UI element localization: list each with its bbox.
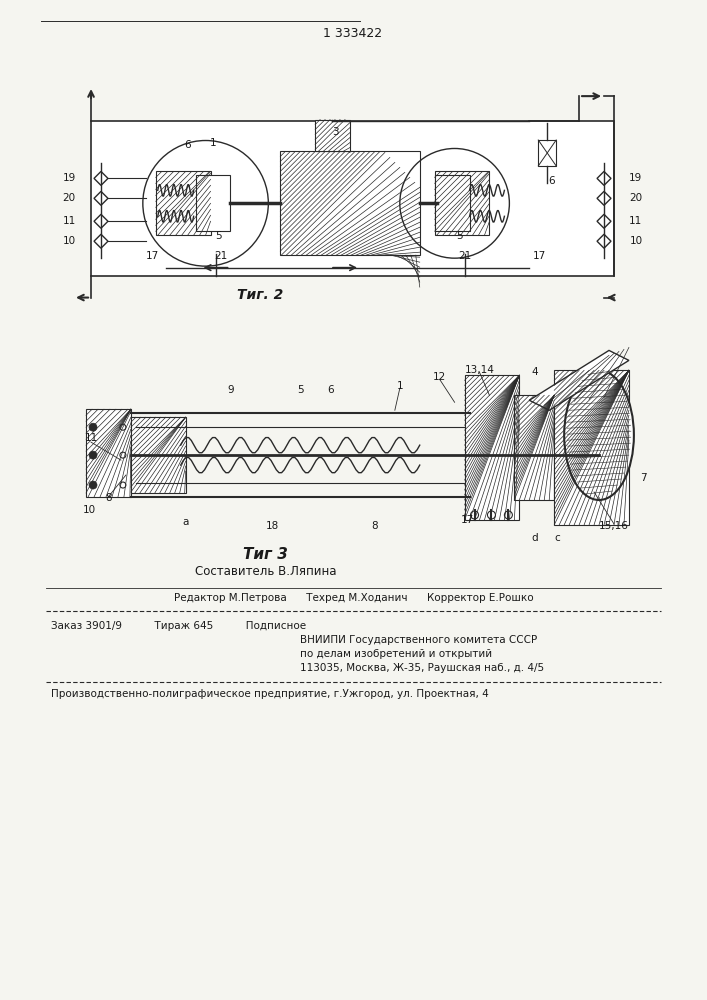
Bar bbox=[196, 175, 230, 231]
Bar bbox=[538, 140, 556, 166]
Bar bbox=[464, 375, 520, 520]
Polygon shape bbox=[94, 191, 108, 205]
Bar bbox=[435, 171, 489, 235]
Text: Τиг. 2: Τиг. 2 bbox=[238, 288, 284, 302]
Text: 13,14: 13,14 bbox=[464, 365, 494, 375]
Text: Τиг 3: Τиг 3 bbox=[243, 547, 288, 562]
Circle shape bbox=[89, 451, 97, 459]
Text: 10: 10 bbox=[62, 236, 76, 246]
Text: 19: 19 bbox=[62, 173, 76, 183]
Text: a: a bbox=[182, 517, 189, 527]
Polygon shape bbox=[597, 191, 611, 205]
Text: c: c bbox=[554, 533, 560, 543]
Bar bbox=[515, 395, 554, 500]
Text: 10: 10 bbox=[83, 505, 95, 515]
Text: по делам изобретений и открытий: по делам изобретений и открытий bbox=[300, 649, 492, 659]
Text: 5: 5 bbox=[215, 231, 222, 241]
Text: d: d bbox=[531, 533, 537, 543]
Text: 4: 4 bbox=[531, 367, 537, 377]
Text: 113035, Москва, Ж-35, Раушская наб., д. 4/5: 113035, Москва, Ж-35, Раушская наб., д. … bbox=[300, 663, 544, 673]
Polygon shape bbox=[597, 214, 611, 228]
Text: 6: 6 bbox=[185, 140, 191, 150]
Circle shape bbox=[89, 481, 97, 489]
Circle shape bbox=[89, 423, 97, 431]
Text: 18: 18 bbox=[266, 521, 279, 531]
Text: 12: 12 bbox=[433, 372, 446, 382]
Text: 6: 6 bbox=[548, 176, 554, 186]
Text: 21: 21 bbox=[214, 251, 227, 261]
Text: 10: 10 bbox=[629, 236, 643, 246]
Text: 5: 5 bbox=[456, 231, 463, 241]
Text: 17: 17 bbox=[461, 515, 474, 525]
Text: 8: 8 bbox=[105, 493, 112, 503]
Text: 17: 17 bbox=[532, 251, 546, 261]
Text: Редактор М.Петрова      Техред М.Ходанич      Корректор Е.Рошко: Редактор М.Петрова Техред М.Ходанич Корр… bbox=[174, 593, 534, 603]
Text: 20: 20 bbox=[629, 193, 643, 203]
Bar bbox=[315, 120, 350, 151]
Text: 7: 7 bbox=[641, 473, 647, 483]
Polygon shape bbox=[94, 214, 108, 228]
Ellipse shape bbox=[564, 370, 634, 500]
Text: Составитель В.Ляпина: Составитель В.Ляпина bbox=[194, 565, 336, 578]
Polygon shape bbox=[597, 171, 611, 185]
Text: 21: 21 bbox=[458, 251, 471, 261]
Text: 3: 3 bbox=[332, 127, 339, 137]
Text: 19: 19 bbox=[629, 173, 643, 183]
Text: 11: 11 bbox=[62, 216, 76, 226]
Text: Производственно-полиграфическое предприятие, г.Ужгород, ул. Проектная, 4: Производственно-полиграфическое предприя… bbox=[51, 689, 489, 699]
Text: 5: 5 bbox=[297, 385, 303, 395]
Text: 20: 20 bbox=[62, 193, 76, 203]
Bar bbox=[86, 409, 131, 497]
Text: ВНИИПИ Государственного комитета СССР: ВНИИПИ Государственного комитета СССР bbox=[300, 635, 537, 645]
Polygon shape bbox=[530, 350, 629, 410]
Bar bbox=[280, 151, 420, 255]
Bar bbox=[131, 417, 186, 493]
Bar bbox=[156, 171, 211, 235]
Text: 6: 6 bbox=[327, 385, 334, 395]
Text: 11: 11 bbox=[629, 216, 643, 226]
Text: 8: 8 bbox=[372, 521, 378, 531]
Text: 11: 11 bbox=[84, 433, 98, 443]
Bar bbox=[91, 121, 614, 276]
Text: 9: 9 bbox=[227, 385, 234, 395]
Polygon shape bbox=[597, 234, 611, 248]
Text: 1 333422: 1 333422 bbox=[323, 27, 382, 40]
Polygon shape bbox=[94, 171, 108, 185]
Bar bbox=[435, 175, 469, 231]
Text: 15,16: 15,16 bbox=[599, 521, 629, 531]
Text: 1: 1 bbox=[210, 138, 217, 148]
Text: 1: 1 bbox=[397, 381, 403, 391]
Text: 17: 17 bbox=[146, 251, 159, 261]
Bar bbox=[554, 370, 629, 525]
Text: Заказ 3901/9          Тираж 645          Подписное: Заказ 3901/9 Тираж 645 Подписное bbox=[51, 621, 306, 631]
Polygon shape bbox=[94, 234, 108, 248]
